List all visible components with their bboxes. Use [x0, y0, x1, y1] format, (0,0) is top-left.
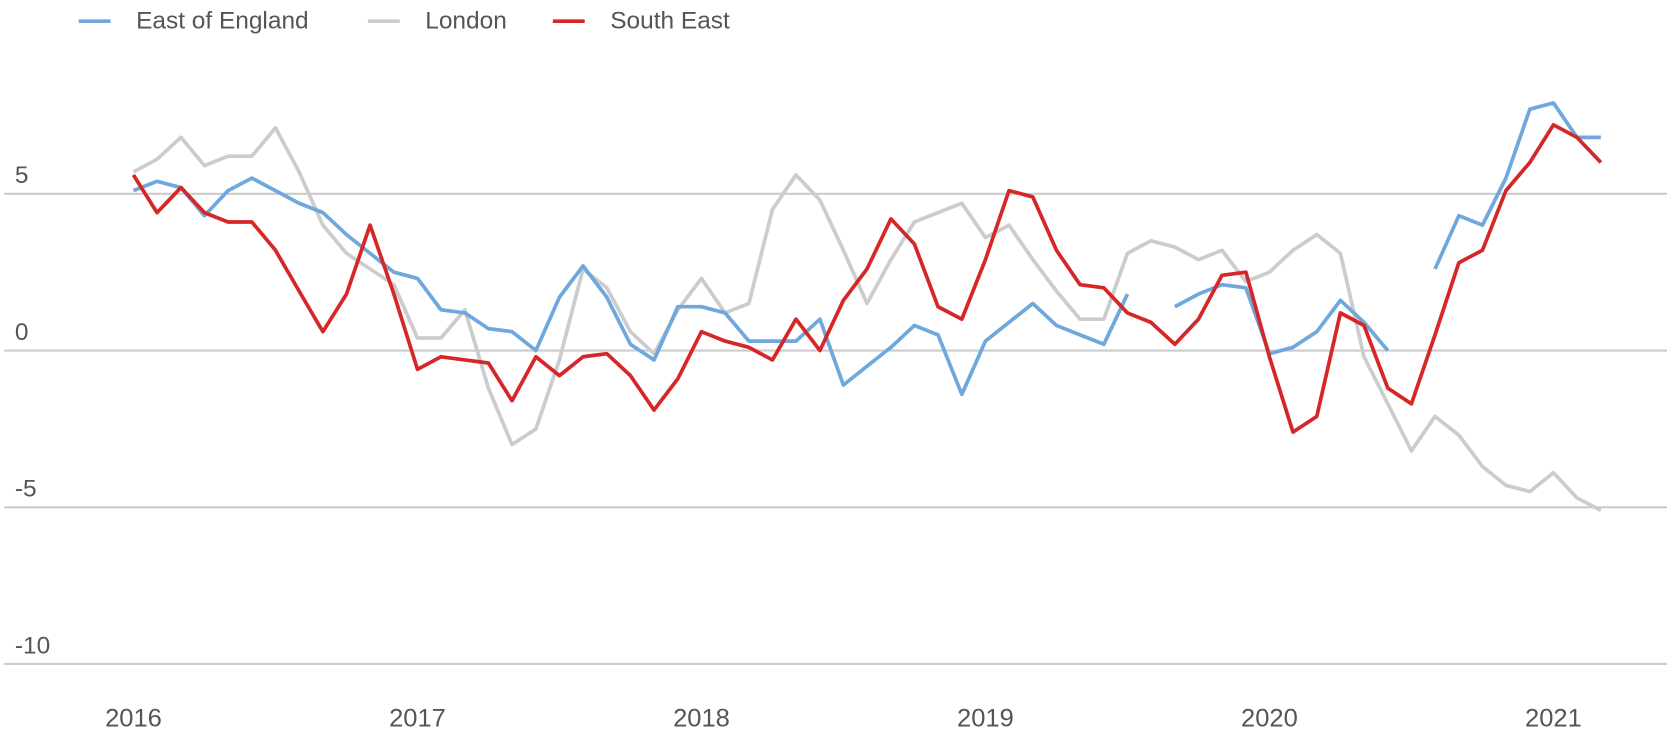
y-tick-label: -5: [15, 476, 37, 503]
x-tick-label: 2017: [389, 705, 446, 733]
y-tick-label: -10: [15, 632, 50, 659]
y-tick-label: 0: [15, 319, 29, 346]
series-line: [132, 126, 1602, 513]
legend-label: South East: [610, 8, 730, 35]
y-tick-label: 5: [15, 162, 29, 189]
legend-label: London: [425, 8, 507, 35]
series-line: [131, 123, 1603, 434]
x-tick-label: 2020: [1241, 705, 1298, 733]
x-tick-label: 2018: [673, 705, 730, 733]
x-tick-label: 2021: [1525, 705, 1582, 733]
x-tick-label: 2016: [105, 705, 162, 733]
x-tick-label: 2019: [957, 705, 1014, 733]
legend-label: East of England: [136, 8, 309, 35]
series-line: [132, 101, 1601, 397]
